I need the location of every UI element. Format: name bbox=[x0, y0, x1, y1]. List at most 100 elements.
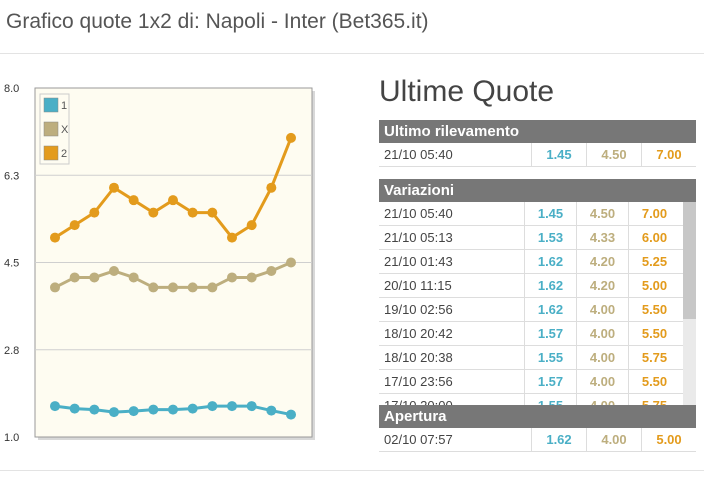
odd-x: 4.00 bbox=[576, 346, 628, 369]
row-date: 21/10 05:40 bbox=[384, 206, 453, 221]
odd-x: 4.00 bbox=[576, 322, 628, 345]
row-date: 17/10 23:56 bbox=[384, 374, 453, 389]
data-point bbox=[266, 405, 277, 416]
top-divider bbox=[0, 53, 704, 54]
data-point bbox=[168, 404, 178, 415]
data-point bbox=[128, 195, 139, 206]
data-point bbox=[286, 409, 296, 420]
data-point bbox=[227, 272, 237, 283]
odd-2: 5.75 bbox=[628, 394, 680, 409]
odd-1: 1.57 bbox=[524, 322, 576, 345]
row-date: 20/10 11:15 bbox=[384, 278, 452, 293]
data-point bbox=[128, 272, 139, 283]
apertura-row: 02/10 07:57 1.62 4.00 5.00 bbox=[379, 428, 696, 452]
row-date: 18/10 20:42 bbox=[384, 326, 453, 341]
data-point bbox=[246, 272, 257, 283]
variazioni-row: 21/10 05:13 1.53 4.33 6.00 bbox=[379, 226, 696, 250]
odd-1: 1.55 bbox=[524, 346, 576, 369]
row-date: 21/10 05:13 bbox=[384, 230, 453, 245]
data-point bbox=[50, 232, 60, 243]
data-point bbox=[207, 401, 218, 412]
odd-1: 1.57 bbox=[524, 370, 576, 393]
odd-x: 4.50 bbox=[586, 143, 641, 166]
data-point bbox=[227, 401, 237, 412]
legend-label: 1 bbox=[61, 100, 67, 112]
data-point bbox=[89, 207, 100, 218]
variazioni-scrollbar-thumb[interactable] bbox=[683, 202, 696, 319]
odd-2: 7.00 bbox=[641, 143, 696, 166]
data-point bbox=[50, 401, 60, 412]
odd-x: 4.33 bbox=[576, 226, 628, 249]
odd-1: 1.62 bbox=[524, 250, 576, 273]
legend-swatch bbox=[43, 121, 59, 137]
data-point bbox=[227, 232, 237, 243]
variazioni-scrollbar[interactable] bbox=[683, 202, 696, 409]
data-point bbox=[69, 272, 80, 283]
odd-x: 4.20 bbox=[576, 250, 628, 273]
odd-1: 1.62 bbox=[531, 428, 586, 451]
variazioni-row: 21/10 01:43 1.62 4.20 5.25 bbox=[379, 250, 696, 274]
ultime-quote-title: Ultime Quote bbox=[379, 75, 555, 108]
odd-2: 6.00 bbox=[628, 226, 680, 249]
data-point bbox=[266, 182, 277, 193]
odd-1: 1.45 bbox=[524, 202, 576, 225]
data-point bbox=[50, 282, 60, 293]
row-date: 21/10 01:43 bbox=[384, 254, 453, 269]
odd-x: 4.00 bbox=[576, 298, 628, 321]
odd-1: 1.62 bbox=[524, 274, 576, 297]
data-point bbox=[246, 401, 257, 412]
odd-2: 5.50 bbox=[628, 370, 680, 393]
odd-x: 4.00 bbox=[576, 370, 628, 393]
odd-x: 4.50 bbox=[576, 202, 628, 225]
data-point bbox=[207, 207, 218, 218]
variazioni-row: 18/10 20:42 1.57 4.00 5.50 bbox=[379, 322, 696, 346]
legend-label: X bbox=[61, 124, 69, 136]
ultimo-rilevamento-row: 21/10 05:40 1.45 4.50 7.00 bbox=[379, 143, 696, 167]
row-date: 19/10 02:56 bbox=[384, 302, 453, 317]
page-title: Grafico quote 1x2 di: Napoli - Inter (Be… bbox=[6, 10, 429, 33]
data-point bbox=[89, 272, 100, 283]
ultimo-rilevamento-header: Ultimo rilevamento bbox=[379, 120, 696, 143]
odd-2: 5.00 bbox=[628, 274, 680, 297]
odd-x: 4.00 bbox=[576, 394, 628, 409]
odd-2: 5.25 bbox=[628, 250, 680, 273]
data-point bbox=[69, 403, 80, 414]
legend-label: 2 bbox=[61, 148, 67, 160]
data-point bbox=[266, 265, 277, 276]
bottom-divider bbox=[0, 470, 704, 471]
variazioni-row: 20/10 11:15 1.62 4.20 5.00 bbox=[379, 274, 696, 298]
odd-2: 5.50 bbox=[628, 322, 680, 345]
data-point bbox=[187, 403, 198, 414]
apertura-section: Apertura 02/10 07:57 1.62 4.00 5.00 bbox=[379, 405, 696, 452]
variazioni-section: Variazioni 21/10 05:40 1.45 4.50 7.00 21/10 … bbox=[379, 179, 696, 409]
variazioni-row: 21/10 05:40 1.45 4.50 7.00 bbox=[379, 202, 696, 226]
data-point bbox=[187, 207, 198, 218]
y-tick-label: 2.8 bbox=[4, 345, 19, 357]
data-point bbox=[109, 407, 119, 418]
data-point bbox=[148, 282, 159, 293]
odd-1: 1.45 bbox=[531, 143, 586, 166]
ultime-quote-panel: Ultime Quote Ultimo rilevamento 21/10 05… bbox=[379, 72, 696, 452]
data-point bbox=[207, 282, 218, 293]
variazioni-list[interactable]: 21/10 05:40 1.45 4.50 7.00 21/10 05:13 1.53 4.… bbox=[379, 202, 696, 409]
variazioni-row: 18/10 20:38 1.55 4.00 5.75 bbox=[379, 346, 696, 370]
row-date: 18/10 20:38 bbox=[384, 350, 453, 365]
ultimo-rilevamento-section: Ultimo rilevamento 21/10 05:40 1.45 4.50… bbox=[379, 120, 696, 167]
data-point bbox=[246, 220, 257, 231]
y-tick-label: 6.3 bbox=[4, 170, 19, 182]
data-point bbox=[168, 195, 178, 206]
data-point bbox=[286, 257, 296, 268]
row-date: 02/10 07:57 bbox=[384, 432, 453, 447]
odd-2: 5.75 bbox=[628, 346, 680, 369]
y-tick-label: 1.0 bbox=[4, 432, 19, 444]
variazioni-row: 19/10 02:56 1.62 4.00 5.50 bbox=[379, 298, 696, 322]
odd-2: 7.00 bbox=[628, 202, 680, 225]
data-point bbox=[187, 282, 198, 293]
odd-1: 1.55 bbox=[524, 394, 576, 409]
data-point bbox=[168, 282, 178, 293]
data-point bbox=[286, 132, 296, 143]
data-point bbox=[89, 404, 100, 415]
odd-x: 4.20 bbox=[576, 274, 628, 297]
variazioni-header: Variazioni bbox=[379, 179, 696, 202]
odd-2: 5.00 bbox=[641, 428, 696, 451]
